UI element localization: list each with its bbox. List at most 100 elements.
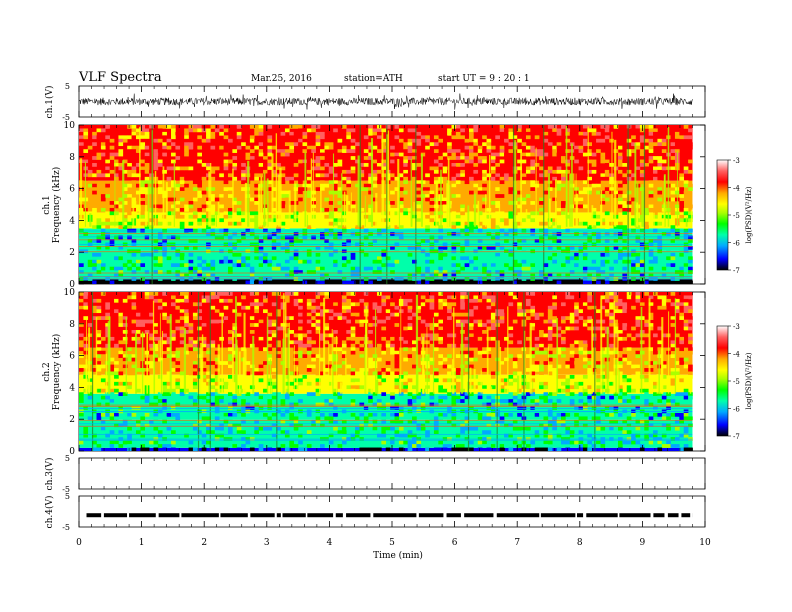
ch2-spectrogram-cell bbox=[188, 392, 194, 396]
ch1-spectrogram-cell bbox=[149, 187, 154, 191]
ch1-spectrogram-cell bbox=[403, 156, 408, 160]
ch1-spectrogram-cell bbox=[96, 221, 102, 226]
ch1-spectrogram-cell bbox=[517, 245, 522, 250]
ch1-spectrogram-cell bbox=[398, 201, 404, 205]
ch1-spectrogram-cell bbox=[530, 169, 536, 174]
ch2-spectrogram-cell bbox=[140, 395, 146, 400]
ch2-spectrogram-cell bbox=[385, 295, 391, 300]
ch2-spectrogram-cell bbox=[227, 361, 233, 365]
ch2-spectrogram-cell bbox=[267, 364, 273, 369]
ch1-spectrogram-cell bbox=[688, 228, 693, 233]
ch2-spectrogram-cell bbox=[232, 399, 238, 403]
ch2-spectrogram-cell bbox=[359, 357, 365, 362]
ch2-spectrogram-cell bbox=[490, 371, 496, 376]
ch1-spectrogram-cell bbox=[438, 156, 443, 160]
ch2-spectrogram-cell bbox=[613, 298, 619, 303]
ch1-spectrogram-sferic bbox=[569, 174, 571, 227]
ch1-spectrogram-cell bbox=[214, 194, 220, 198]
ch1-spectrogram-sferic bbox=[387, 130, 390, 227]
ch1-spectrogram-cell bbox=[254, 214, 259, 219]
ch2-spectrogram-cell bbox=[534, 399, 540, 403]
ch1-spectrogram-cell bbox=[100, 166, 106, 171]
ch1-spectrogram-cell bbox=[600, 221, 606, 226]
ch2-spectrogram-cell bbox=[385, 343, 391, 348]
ch1-spectrogram-cell bbox=[162, 228, 167, 233]
ch1-spectrogram-cell bbox=[495, 211, 500, 216]
ch1-spectrogram-cell bbox=[508, 201, 514, 205]
ch1-spectrogram-cell bbox=[96, 173, 102, 178]
ch1-spectrogram-cell bbox=[350, 173, 356, 178]
ch1-spectrogram-cell bbox=[131, 128, 137, 133]
ch1-spectrogram-cell bbox=[600, 252, 606, 257]
ch2-spectrogram-cell bbox=[644, 292, 649, 296]
ch1-spectrogram-cell bbox=[157, 149, 163, 153]
ch1-spectrogram-sferic bbox=[514, 140, 517, 227]
ch2-spectrogram-cell bbox=[653, 388, 658, 393]
ch2-spectrogram-cell bbox=[131, 336, 137, 341]
ch1-spectrogram-cell bbox=[582, 128, 588, 133]
ch1-spectrogram-cell bbox=[661, 149, 667, 153]
ch1-spectrogram-cell bbox=[574, 190, 579, 195]
ch2-spectrogram-cell bbox=[591, 374, 597, 379]
ch1-spectrogram-cell bbox=[166, 270, 172, 274]
ch1-spectrogram-cell bbox=[346, 201, 351, 205]
ch2-spectrogram-cell bbox=[311, 340, 316, 345]
ch1-spectrogram-cell bbox=[600, 249, 606, 254]
ch1-spectrogram-cell bbox=[149, 180, 154, 185]
ch1-spectrogram-cell bbox=[433, 169, 439, 174]
ch2-spectrogram-cell bbox=[153, 319, 159, 324]
ch2-spectrogram-cell bbox=[600, 309, 606, 314]
ch2-spectrogram-cell bbox=[683, 323, 689, 327]
ch1-spectrogram-cell bbox=[591, 159, 597, 164]
ch1-spectrogram-cell bbox=[131, 125, 137, 129]
ch1-spectrogram-sferic bbox=[467, 205, 470, 227]
ch1-spectrogram-sferic bbox=[144, 205, 148, 227]
ch1-spectrogram-cell bbox=[591, 266, 597, 271]
ch1-spectrogram-cell bbox=[451, 249, 457, 254]
ch1-spectrogram-strong-sferic bbox=[627, 125, 629, 284]
ch1-spectrogram-cell bbox=[403, 169, 408, 174]
ch2-spectrogram-cell bbox=[403, 378, 408, 383]
ch2-spectrogram-cell bbox=[223, 292, 229, 296]
ch1-spectrogram-cell bbox=[188, 280, 194, 284]
ch1-spectrogram-cell bbox=[490, 159, 496, 164]
ch1-spectrogram-cell bbox=[683, 183, 689, 188]
ch1-spectrogram-cell bbox=[569, 245, 575, 250]
ch1-spectrogram-cell bbox=[429, 131, 435, 136]
ch1-spectrogram-cell bbox=[122, 235, 128, 240]
ch2-spectrogram-cell bbox=[337, 392, 343, 396]
ch1-spectrogram-cell bbox=[604, 176, 610, 181]
ch2-spectrogram-cell bbox=[499, 347, 505, 352]
ch2-spectrogram-cell bbox=[648, 361, 654, 365]
ch1-spectrogram-cell bbox=[438, 266, 443, 271]
ch2-spectrogram-cell bbox=[79, 305, 84, 310]
ch2-spectrogram-cell bbox=[162, 354, 167, 358]
ch1-spectrogram-cell bbox=[464, 138, 470, 143]
ch1-spectrogram-cell bbox=[657, 239, 663, 243]
ch1-spectrogram-cell bbox=[179, 187, 185, 191]
ch1-spectrogram-cell bbox=[499, 228, 505, 233]
ch1-spectrogram-cell bbox=[245, 152, 251, 157]
ch1-spectrogram-cell bbox=[328, 211, 334, 216]
ch1-spectrogram-cell bbox=[473, 266, 479, 271]
ch1-spectrogram-cell bbox=[376, 221, 382, 226]
ch2-spectrogram-cell bbox=[644, 298, 649, 303]
ch1-spectrogram-cell bbox=[271, 256, 277, 261]
ch2-spectrogram-cell bbox=[122, 319, 128, 324]
ch1-spectrogram-cell bbox=[223, 256, 229, 261]
ch2-spectrogram-cell bbox=[122, 312, 128, 317]
ch2-spectrogram-cell bbox=[302, 343, 308, 348]
ch2-spectrogram-cell bbox=[96, 333, 102, 338]
ch1-spectrogram-cell bbox=[574, 187, 579, 191]
ch2-spectrogram-cell bbox=[284, 292, 290, 296]
ch1-spectrogram-cell bbox=[271, 280, 277, 284]
ch1-spectrogram-cell bbox=[451, 280, 457, 284]
ch1-spectrogram-cell bbox=[162, 149, 167, 153]
ch1-spectrogram-cell bbox=[149, 270, 154, 274]
ch2-spectrogram-cell bbox=[346, 385, 351, 390]
ch1-spectrogram-cell bbox=[153, 159, 159, 164]
ch1-spectrogram-cell bbox=[289, 207, 295, 212]
ch1-spectrogram-cell bbox=[385, 280, 391, 284]
ch1-spectrogram-cell bbox=[188, 204, 194, 209]
start-time-label: start UT = 9 : 20 : 1 bbox=[438, 74, 530, 84]
